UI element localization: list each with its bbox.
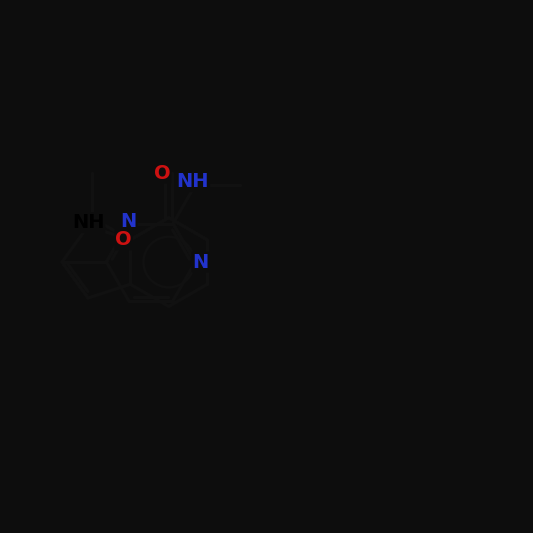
Text: O: O: [154, 164, 171, 183]
Text: N: N: [192, 253, 209, 271]
Text: NH: NH: [177, 172, 209, 191]
Text: N: N: [120, 212, 137, 231]
Text: NH: NH: [72, 213, 104, 232]
Text: O: O: [115, 230, 132, 249]
